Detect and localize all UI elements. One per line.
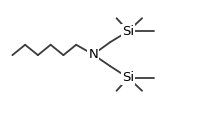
Text: Si: Si [122,71,134,84]
Text: Si: Si [122,25,134,38]
Text: N: N [88,48,98,61]
